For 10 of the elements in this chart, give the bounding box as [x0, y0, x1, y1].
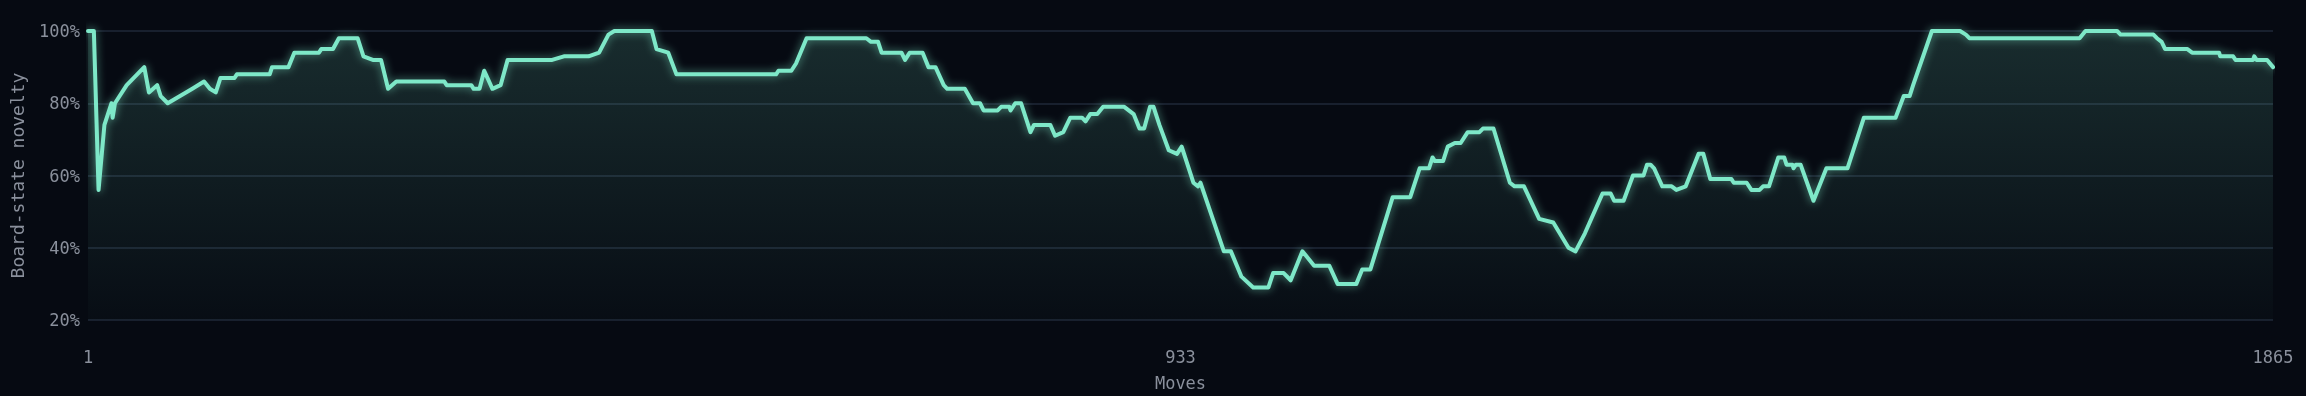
y-tick-label: 100% [39, 21, 80, 41]
x-axis-title: Moves [1154, 372, 1207, 393]
y-tick-label: 40% [49, 237, 80, 258]
x-tick-label: 1 [82, 346, 94, 367]
y-tick-label: 80% [49, 93, 80, 114]
y-tick-label: 20% [49, 310, 80, 330]
y-axis-title: Board-state novelty [6, 72, 28, 279]
y-tick-label: 60% [49, 165, 80, 186]
x-tick-label: 1865 [2252, 346, 2294, 367]
x-tick-label: 933 [1165, 346, 1196, 367]
